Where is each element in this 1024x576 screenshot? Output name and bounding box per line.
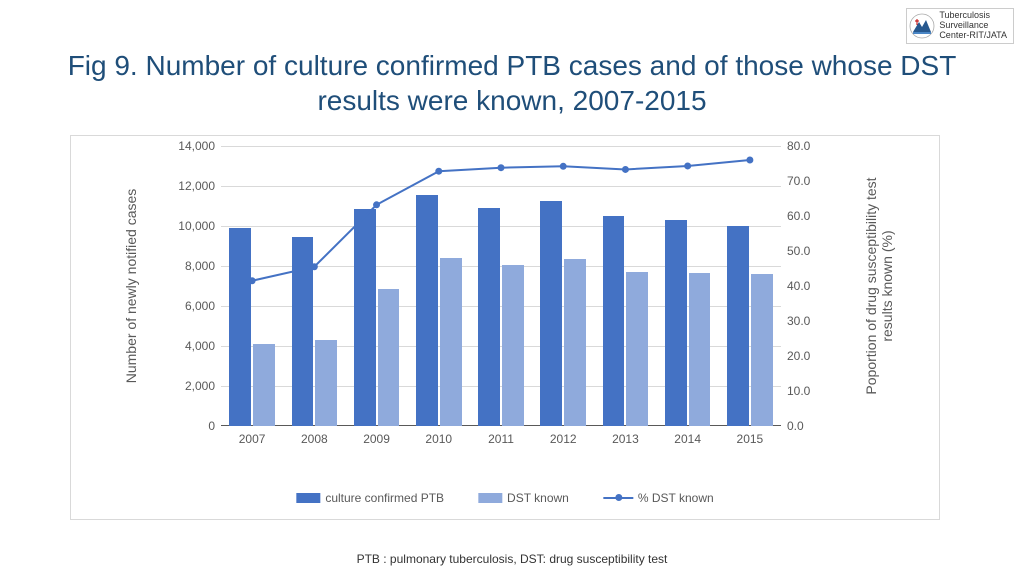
y-right-tick-label: 20.0 [787, 349, 827, 363]
x-tick-label: 2007 [239, 432, 266, 446]
x-tick-label: 2010 [425, 432, 452, 446]
x-tick-label: 2012 [550, 432, 577, 446]
chart-container: Number of newly notified cases Poportion… [70, 135, 940, 520]
legend-swatch-bar2 [478, 493, 502, 503]
legend-swatch-line [603, 493, 633, 503]
y-left-tick-label: 0 [165, 419, 215, 433]
y-right-tick-label: 50.0 [787, 244, 827, 258]
y-left-tick-label: 14,000 [165, 139, 215, 153]
line-marker [746, 157, 753, 164]
line-marker [684, 162, 691, 169]
legend-label-line: % DST known [638, 491, 714, 505]
line-marker [560, 163, 567, 170]
y-left-tick-label: 10,000 [165, 219, 215, 233]
line-marker [498, 164, 505, 171]
org-logo-text: Tuberculosis Surveillance Center-RIT/JAT… [939, 11, 1007, 41]
y-right-tick-label: 70.0 [787, 174, 827, 188]
chart-legend: culture confirmed PTB DST known % DST kn… [296, 491, 713, 505]
line-series [221, 146, 781, 426]
y-left-axis-title: Number of newly notified cases [123, 189, 139, 384]
y-left-tick-label: 12,000 [165, 179, 215, 193]
line-marker [249, 277, 256, 284]
y-right-axis-title: Poportion of drug susceptibility testres… [863, 146, 895, 426]
legend-swatch-bar1 [296, 493, 320, 503]
line-marker [311, 263, 318, 270]
x-tick-label: 2013 [612, 432, 639, 446]
footnote: PTB : pulmonary tuberculosis, DST: drug … [0, 552, 1024, 566]
y-right-tick-label: 0.0 [787, 419, 827, 433]
legend-item-pct-dst: % DST known [603, 491, 714, 505]
line-marker [622, 166, 629, 173]
plot-area [221, 146, 781, 426]
legend-item-culture-confirmed: culture confirmed PTB [296, 491, 444, 505]
x-tick-label: 2014 [674, 432, 701, 446]
line-marker [373, 201, 380, 208]
x-tick-label: 2008 [301, 432, 328, 446]
y-right-tick-label: 40.0 [787, 279, 827, 293]
figure-title: Fig 9. Number of culture confirmed PTB c… [0, 48, 1024, 118]
x-tick-label: 2015 [737, 432, 764, 446]
line-marker [435, 168, 442, 175]
x-tick-label: 2009 [363, 432, 390, 446]
y-left-tick-label: 6,000 [165, 299, 215, 313]
y-right-tick-label: 60.0 [787, 209, 827, 223]
org-logo-block: Tuberculosis Surveillance Center-RIT/JAT… [906, 8, 1014, 44]
y-right-tick-label: 30.0 [787, 314, 827, 328]
logo-line-3: Center-RIT/JATA [939, 31, 1007, 41]
legend-item-dst-known: DST known [478, 491, 569, 505]
y-left-tick-label: 8,000 [165, 259, 215, 273]
y-right-tick-label: 10.0 [787, 384, 827, 398]
y-left-tick-label: 2,000 [165, 379, 215, 393]
legend-label-bar2: DST known [507, 491, 569, 505]
org-logo-icon [909, 13, 935, 39]
legend-label-bar1: culture confirmed PTB [325, 491, 444, 505]
y-right-tick-label: 80.0 [787, 139, 827, 153]
y-left-tick-label: 4,000 [165, 339, 215, 353]
x-tick-label: 2011 [488, 432, 514, 446]
